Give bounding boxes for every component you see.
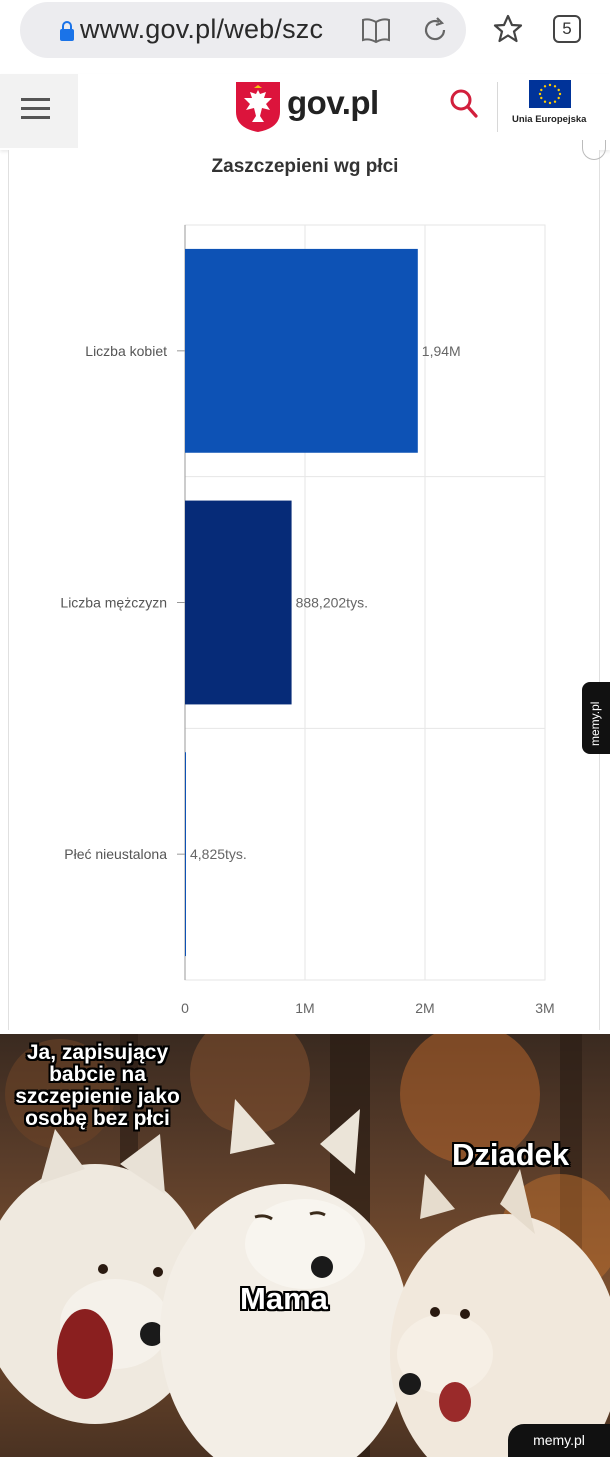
search-icon[interactable] (449, 88, 479, 120)
bar (185, 248, 418, 453)
menu-bar-icon (21, 107, 50, 110)
data-label: 1,94M (422, 343, 461, 359)
meme-image: Ja, zapisujący babcie na szczepienie jak… (0, 1034, 610, 1457)
watermark-side-text: memy.pl (588, 701, 602, 746)
wolves-illustration (0, 1034, 610, 1457)
url-text: www.gov.pl/web/szc (80, 14, 324, 44)
tab-count-button[interactable]: 5 (553, 15, 581, 43)
brand-logo-text[interactable]: gov.pl (287, 84, 379, 121)
category-label: Liczba mężczyzn (60, 595, 167, 611)
bar-chart: 0 1M 2M 3M Liczba kobiet 1,94M Liczba mężczyzn… (60, 224, 555, 1016)
reader-mode-icon[interactable] (361, 16, 391, 44)
menu-bar-icon (21, 98, 50, 101)
bar (185, 500, 292, 705)
address-bar[interactable]: www.gov.pl/web/szc (20, 2, 466, 58)
eu-label: Unia Europejska (512, 114, 587, 125)
x-tick-label: 1M (295, 1000, 314, 1016)
bookmark-star-icon[interactable] (492, 13, 524, 45)
x-tick-label: 3M (535, 1000, 554, 1016)
watermark-side: memy.pl (582, 682, 610, 754)
eu-flag-icon (529, 80, 571, 108)
site-header: gov.pl Unia Europejska (0, 74, 610, 150)
header-divider (497, 82, 498, 132)
category-label: Płeć nieustalona (64, 846, 167, 862)
meme-caption-dziadek: Dziadek (452, 1137, 570, 1172)
category-label: Liczba kobiet (85, 343, 167, 359)
bar (185, 752, 186, 957)
polish-eagle-emblem-icon (236, 82, 280, 132)
meme-caption-mama: Mama (240, 1281, 328, 1316)
x-tick-label: 0 (181, 1000, 189, 1016)
chart-menu-icon[interactable] (582, 140, 606, 160)
chart-title: Zaszczepieni wg płci (211, 156, 399, 177)
data-label: 4,825tys. (190, 846, 247, 862)
lock-icon (60, 21, 74, 41)
watermark-bottom: memy.pl (508, 1424, 610, 1457)
meme-caption-left: Ja, zapisujący babcie na szczepienie jak… (15, 1041, 180, 1130)
data-label: 888,202tys. (296, 595, 368, 611)
browser-toolbar: www.gov.pl/web/szc 5 (0, 0, 610, 64)
hamburger-menu-button[interactable] (0, 74, 78, 148)
menu-bar-icon (21, 116, 50, 119)
x-tick-label: 2M (415, 1000, 434, 1016)
reload-icon[interactable] (421, 16, 449, 44)
